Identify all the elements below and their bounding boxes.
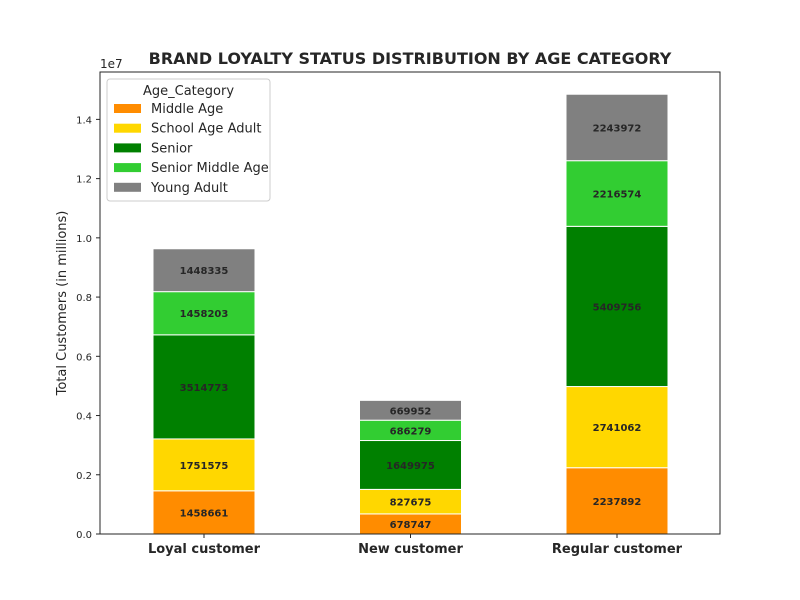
legend-entry-label: Middle Age (151, 102, 223, 117)
bar-value-label: 1448335 (180, 266, 229, 277)
bar-segment (152, 248, 256, 293)
bar-segment (152, 291, 256, 336)
bar-value-label: 669952 (390, 406, 432, 417)
y-axis-offset-label: 1e7 (100, 57, 123, 71)
y-tick-label: 0.0 (76, 530, 92, 541)
bar-value-label: 2237892 (593, 497, 642, 508)
bar-value-label: 2741062 (593, 423, 642, 434)
bar-value-label: 2243972 (593, 123, 642, 134)
bar-segment (152, 490, 256, 535)
y-tick-label: 1.4 (76, 115, 92, 126)
legend-swatch (114, 182, 141, 192)
bar-segment (359, 399, 462, 421)
legend: Age_Category Middle Age School Age Adult Se… (106, 78, 271, 202)
bar-value-label: 678747 (390, 520, 432, 531)
legend-swatch (114, 143, 141, 153)
bar-segment (152, 438, 256, 492)
bar-value-label: 1751575 (180, 461, 229, 472)
legend-title: Age_Category (143, 84, 234, 99)
axis-layer: Loyal customer New customer Regular custom… (76, 71, 721, 557)
y-tick-label: 1.0 (76, 234, 92, 245)
x-tick-label: Loyal customer (148, 542, 261, 557)
bar-value-label: 5409756 (593, 302, 642, 313)
bar-segment (359, 440, 462, 490)
y-tick-label: 0.6 (76, 352, 92, 363)
bar-value-label: 686279 (390, 426, 432, 437)
legend-entry-label: Young Adult (150, 181, 228, 196)
x-tick-label: Regular customer (552, 542, 683, 557)
bar-value-label: 3514773 (180, 383, 229, 394)
legend-entry-label: Senior Middle Age (151, 161, 269, 176)
bar-value-label: 1458203 (180, 309, 229, 320)
bar-value-label: 827675 (390, 498, 432, 509)
bar-segment (565, 93, 669, 162)
bar-segment (565, 160, 669, 227)
bar-value-label: 2216574 (593, 190, 642, 201)
legend-entry-label: Senior (151, 141, 193, 156)
x-tick-label: New customer (358, 542, 463, 557)
bar-value-label: 1458661 (180, 508, 229, 519)
bar-segment (565, 225, 669, 388)
y-tick-label: 1.2 (76, 175, 92, 186)
bar-value-label: 1649975 (386, 461, 435, 472)
bar-segment (152, 334, 256, 440)
legend-swatch (114, 163, 141, 173)
y-tick-label: 0.2 (76, 471, 92, 482)
legend-swatch (114, 123, 141, 133)
legend-entry-label: School Age Adult (151, 122, 261, 137)
y-axis-title: Total Customers (in millions) (55, 211, 70, 397)
legend-swatch (114, 104, 141, 113)
bar-segment (565, 386, 669, 469)
bars-layer: 1458661 1751575 3514773 1458203 1448335 67874… (152, 93, 669, 535)
legend-box (106, 78, 271, 202)
y-tick-label: 0.8 (76, 293, 92, 304)
y-tick-label: 0.4 (76, 412, 92, 423)
plot-frame (99, 71, 721, 535)
chart-title: BRAND LOYALTY STATUS DISTRIBUTION BY AGE… (149, 49, 672, 68)
